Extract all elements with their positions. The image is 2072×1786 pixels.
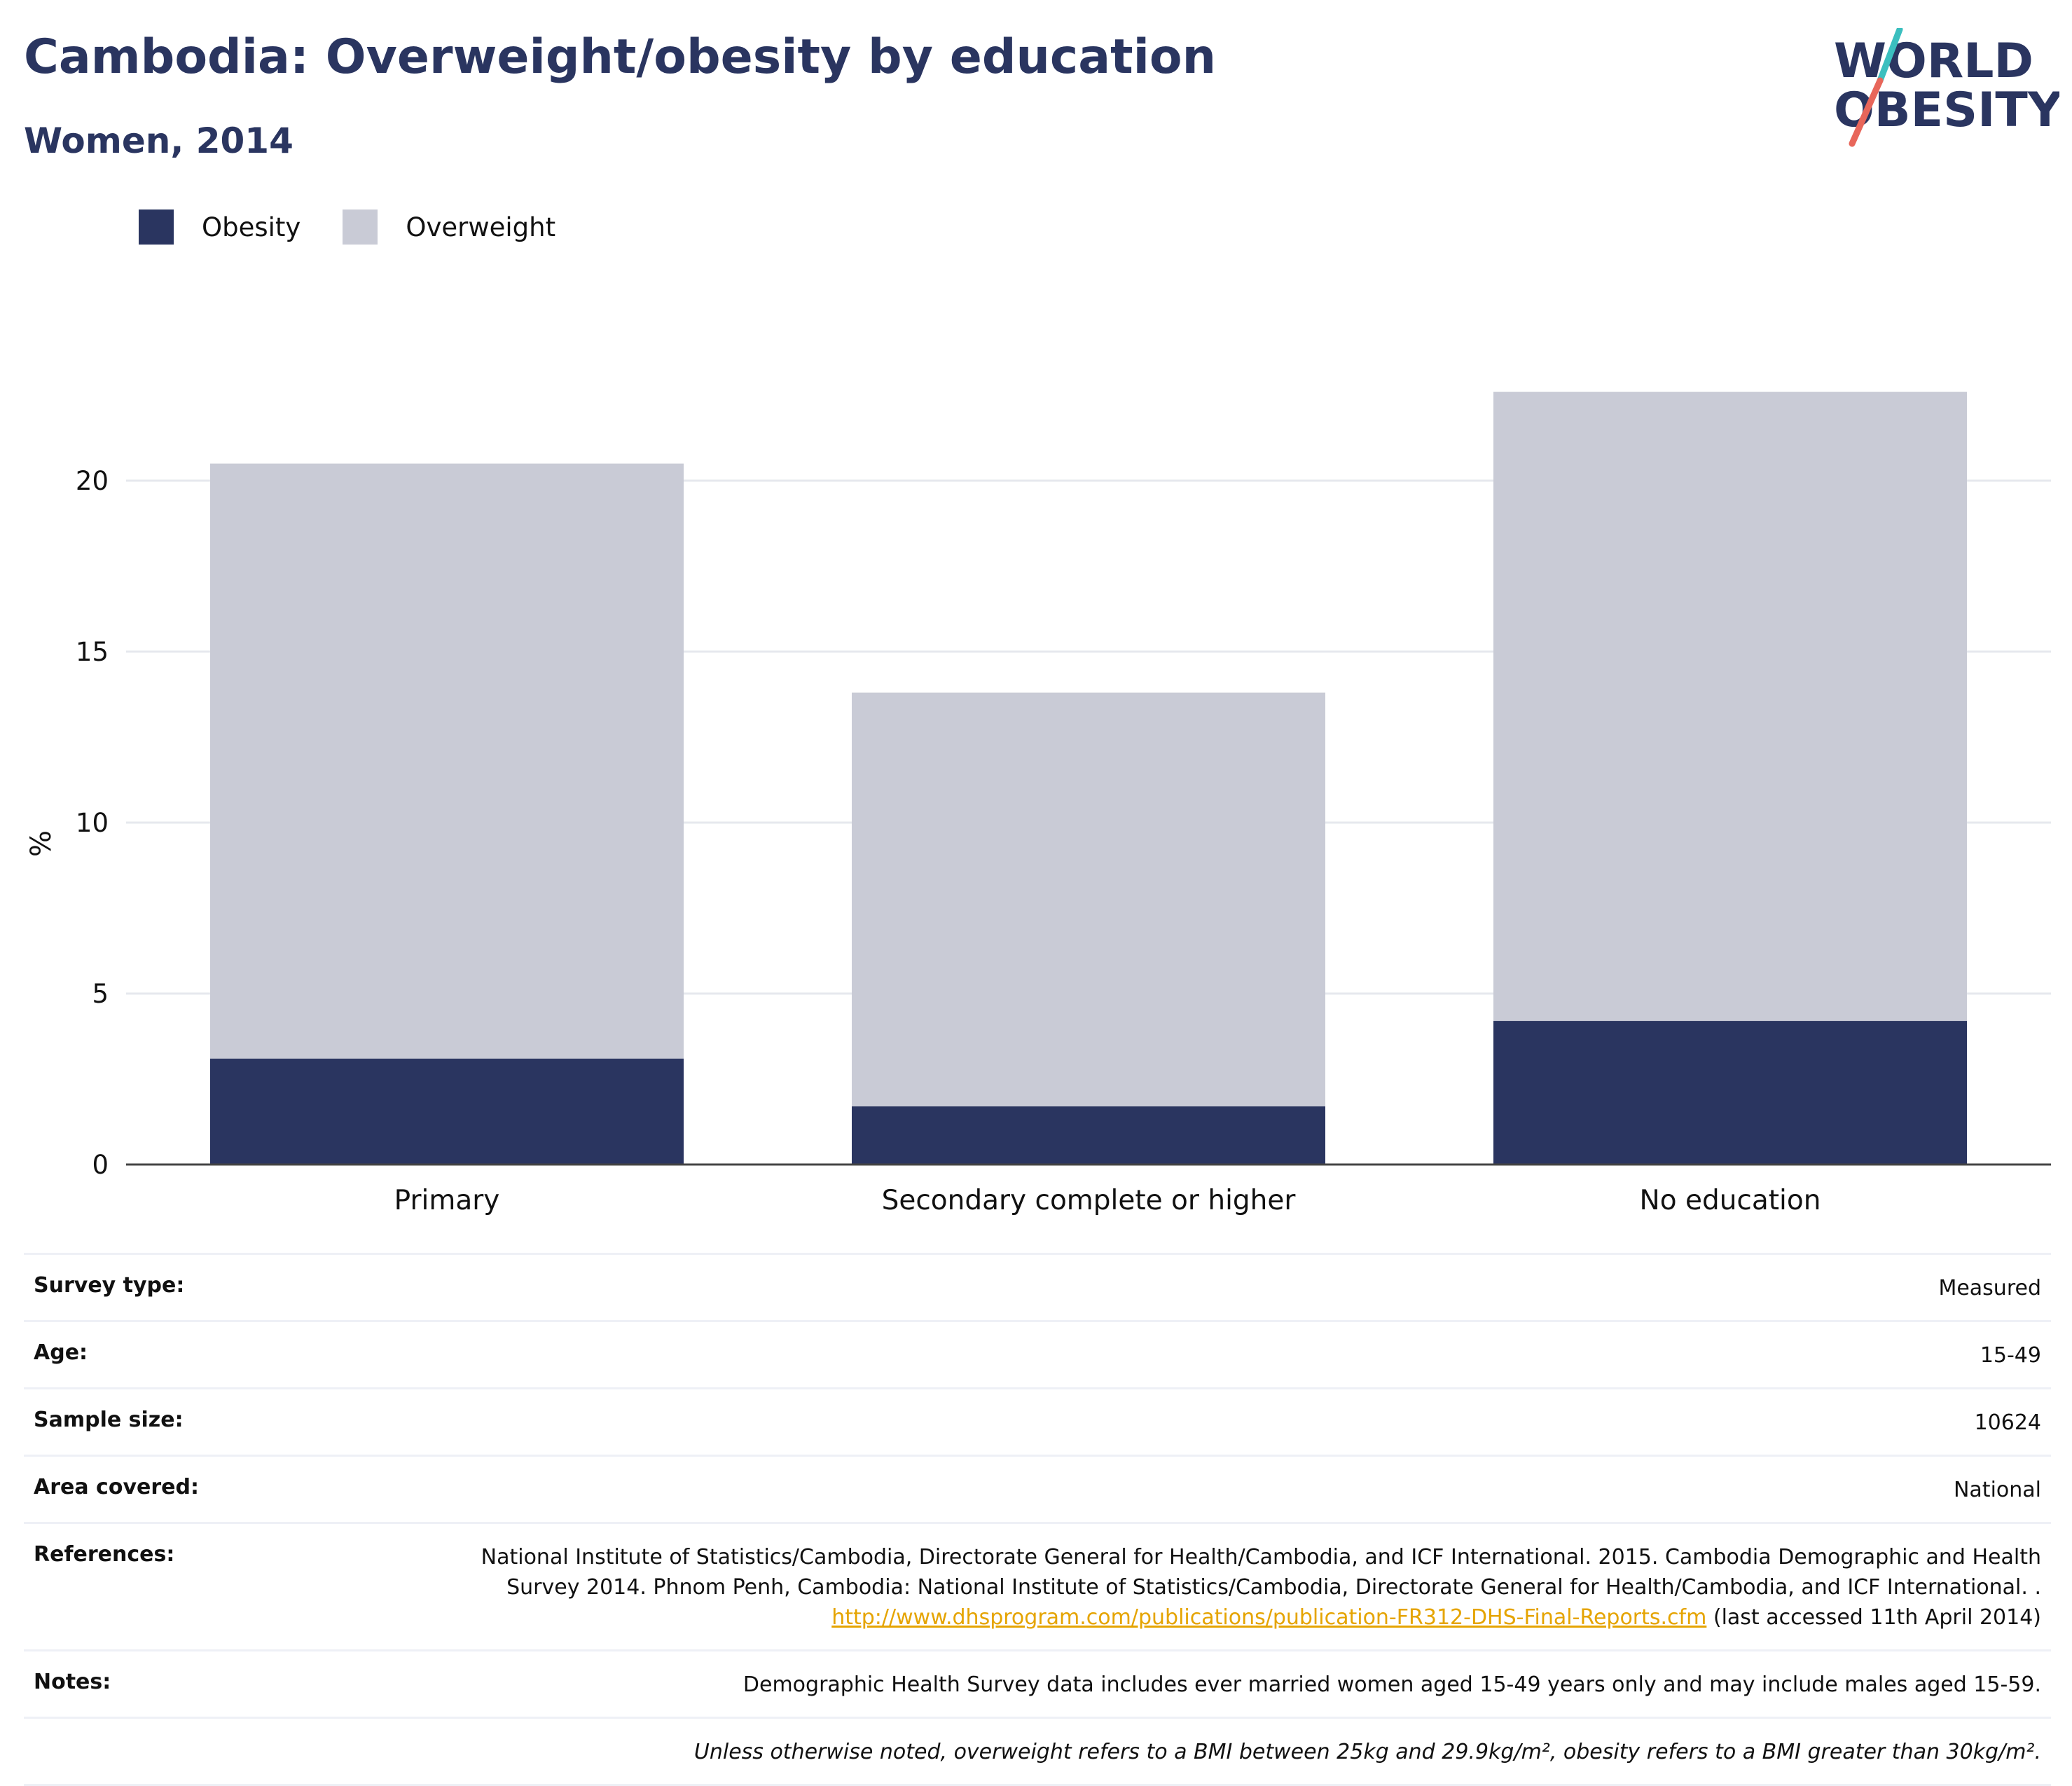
world-obesity-logo[interactable]: WORLD OBESITY xyxy=(1821,28,2059,154)
logo-slash-bottom xyxy=(1849,77,1884,147)
bar-overweight-1 xyxy=(210,463,684,1059)
logo-line1: WORLD xyxy=(1834,34,2033,89)
detail-value: Measured xyxy=(1938,1276,2041,1300)
detail-value: 10624 xyxy=(1974,1410,2041,1435)
detail-row-age: Age: 15-49 xyxy=(24,1320,2051,1387)
detail-row-area-covered: Area covered: National xyxy=(24,1455,2051,1522)
y-tick-label-5: 5 xyxy=(92,979,109,1009)
x-tick-label-1: Primary xyxy=(394,1185,500,1216)
legend-label-overweight: Overweight xyxy=(406,212,556,242)
detail-key: Notes: xyxy=(34,1670,111,1694)
x-tick-label-2: Secondary complete or higher xyxy=(882,1185,1297,1216)
detail-row-notes: Notes: Demographic Health Survey data in… xyxy=(24,1649,2051,1717)
bar-overweight-2 xyxy=(852,692,1325,1107)
detail-row-sample-size: Sample size: 10624 xyxy=(24,1387,2051,1455)
bar-obesity-2 xyxy=(852,1106,1325,1165)
detail-value: National xyxy=(1953,1478,2041,1502)
legend-item-obesity[interactable]: Obesity xyxy=(139,209,301,245)
y-tick-label-15: 15 xyxy=(76,637,109,667)
chart-legend: Obesity Overweight xyxy=(139,209,598,245)
bar-obesity-1 xyxy=(210,1058,684,1165)
y-tick-label-10: 10 xyxy=(76,808,109,838)
references-text-after: (last accessed 11th April 2014) xyxy=(1706,1605,2041,1630)
chart-bars xyxy=(210,392,1967,1165)
chart-title: Cambodia: Overweight/obesity by educatio… xyxy=(24,29,1217,85)
detail-row-definition: Unless otherwise noted, overweight refer… xyxy=(24,1717,2051,1786)
notes-text: Demographic Health Survey data includes … xyxy=(743,1672,2041,1697)
survey-details: Survey type: Measured Age: 15-49 Sample … xyxy=(24,1253,2051,1786)
legend-swatch-overweight xyxy=(343,209,378,245)
detail-key: Sample size: xyxy=(34,1408,184,1432)
detail-key: Area covered: xyxy=(34,1475,199,1499)
y-axis-title: % xyxy=(25,830,57,857)
bar-chart: 0 5 10 15 20 Primary Secondary complete or hig… xyxy=(25,392,2051,1216)
logo-slash-top xyxy=(1877,28,1903,84)
detail-row-survey-type: Survey type: Measured xyxy=(24,1253,2051,1320)
references-link[interactable]: http://www.dhsprogram.com/publications/p… xyxy=(831,1605,1707,1630)
bar-overweight-3 xyxy=(1493,392,1967,1022)
detail-key: Survey type: xyxy=(34,1273,185,1298)
chart-subtitle: Women, 2014 xyxy=(24,121,293,161)
legend-label-obesity: Obesity xyxy=(202,212,301,242)
detail-key: References: xyxy=(34,1542,175,1567)
logo-line2: OBESITY xyxy=(1834,83,2059,138)
legend-swatch-obesity xyxy=(139,209,174,245)
y-tick-label-20: 20 xyxy=(76,466,109,496)
references-text-before: National Institute of Statistics/Cambodi… xyxy=(481,1545,2041,1600)
x-tick-label-3: No education xyxy=(1640,1185,1821,1216)
legend-item-overweight[interactable]: Overweight xyxy=(343,209,555,245)
detail-key: Age: xyxy=(34,1340,88,1365)
references-text: National Institute of Statistics/Cambodi… xyxy=(454,1542,2041,1633)
detail-value: 15-49 xyxy=(1980,1343,2041,1368)
bar-obesity-3 xyxy=(1493,1021,1967,1165)
y-tick-label-0: 0 xyxy=(92,1150,109,1180)
chart-axes: 0 5 10 15 20 Primary Secondary complete or hig… xyxy=(76,466,2051,1216)
bmi-definition-note: Unless otherwise noted, overweight refer… xyxy=(693,1740,2041,1764)
detail-row-references: References: National Institute of Statis… xyxy=(24,1522,2051,1649)
